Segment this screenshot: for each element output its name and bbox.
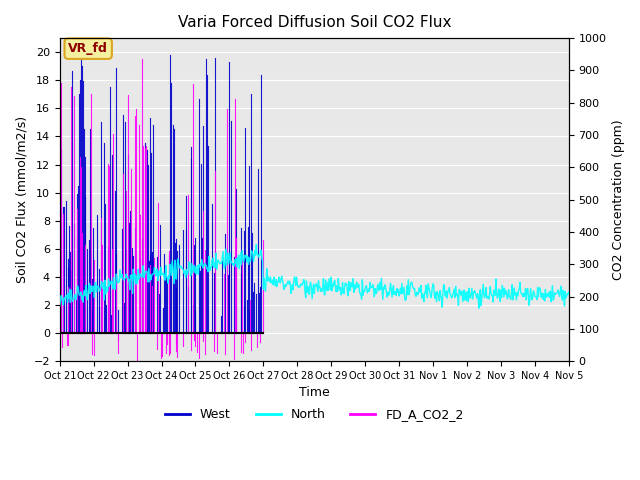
Text: VR_fd: VR_fd [68,42,108,55]
X-axis label: Time: Time [299,386,330,399]
Legend: West, North, FD_A_CO2_2: West, North, FD_A_CO2_2 [160,403,468,426]
Y-axis label: Soil CO2 Flux (mmol/m2/s): Soil CO2 Flux (mmol/m2/s) [15,116,28,283]
Y-axis label: CO2 Concentration (ppm): CO2 Concentration (ppm) [612,120,625,280]
Title: Varia Forced Diffusion Soil CO2 Flux: Varia Forced Diffusion Soil CO2 Flux [177,15,451,30]
